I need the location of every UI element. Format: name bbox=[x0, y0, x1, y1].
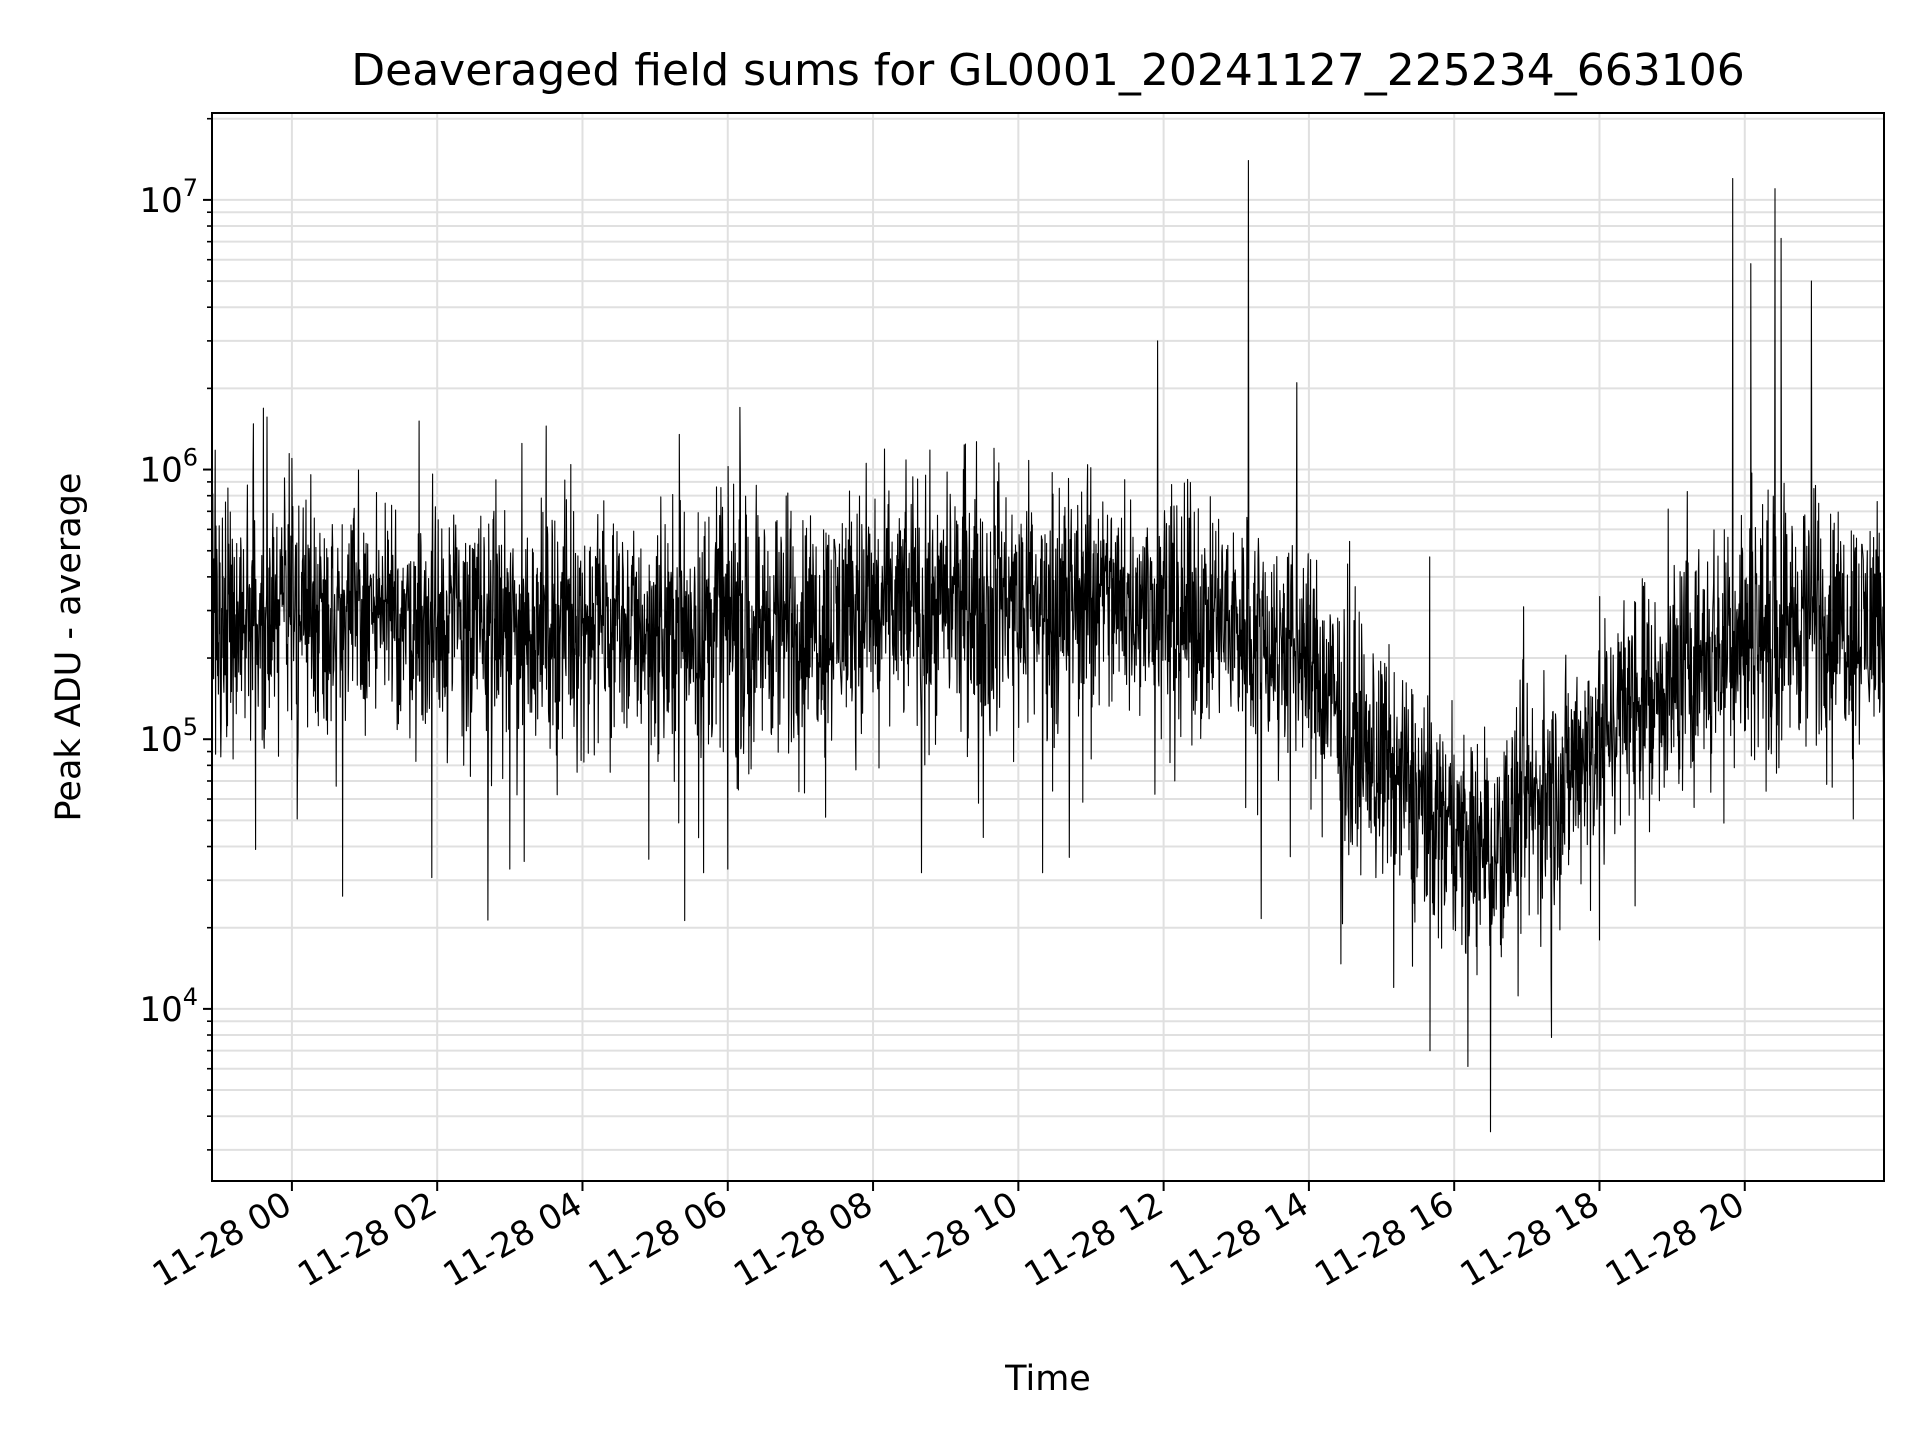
y-tick-label: 106 bbox=[139, 444, 198, 491]
y-axis-ticks: 104 105 106 107 bbox=[139, 117, 212, 1151]
y-tick-label: 107 bbox=[139, 174, 198, 221]
series-line bbox=[211, 159, 1885, 1133]
y-tick-label: 105 bbox=[139, 713, 198, 760]
x-axis-label: Time bbox=[1004, 1359, 1091, 1399]
plot-frame bbox=[211, 112, 1885, 1182]
y-axis-label: Peak ADU - average bbox=[49, 473, 89, 822]
chart-title: Deaveraged field sums for GL0001_2024112… bbox=[351, 45, 1744, 96]
series-plot bbox=[211, 159, 1885, 1133]
y-tick-label: 104 bbox=[139, 983, 198, 1030]
minor-gridlines bbox=[212, 117, 1884, 1151]
